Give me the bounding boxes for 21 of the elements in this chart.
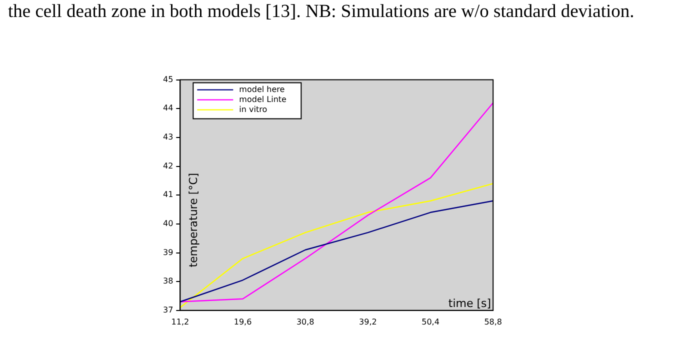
x-tick-label: 50,4 xyxy=(422,317,440,326)
legend-label: model Linte xyxy=(239,94,287,104)
legend-label: model here xyxy=(239,84,285,94)
x-tick-label: 58,8 xyxy=(484,317,502,326)
y-tick-label: 45 xyxy=(162,74,174,84)
x-tick-label: 30,8 xyxy=(296,317,314,326)
y-tick-label: 42 xyxy=(162,161,174,170)
y-tick-label: 39 xyxy=(162,248,174,257)
x-tick-label: 39,2 xyxy=(359,317,377,326)
y-axis-title: temperature [°C] xyxy=(187,172,200,268)
text: the cell death zone in both models [13]. NB: Simulations are w/o standard deviation. xyxy=(8,1,636,24)
y-tick-label: 40 xyxy=(162,219,174,228)
x-tick-label: 19,6 xyxy=(234,317,252,326)
y-tick-label: 41 xyxy=(162,190,174,200)
y-tick-label: 38 xyxy=(162,276,174,286)
x-axis-title: time [s] xyxy=(448,296,492,310)
y-tick-label: 44 xyxy=(162,104,174,113)
y-tick-label: 37 xyxy=(162,305,174,314)
y-tick-label: 43 xyxy=(162,132,174,142)
legend-label: in vitro xyxy=(239,104,268,114)
x-tick-label: 11,2 xyxy=(171,317,190,326)
